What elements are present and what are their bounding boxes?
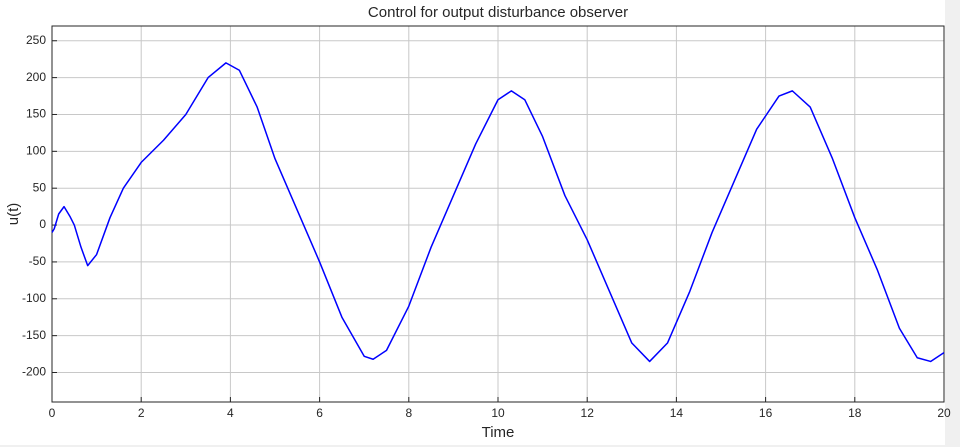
x-tick-label: 12 <box>581 406 595 420</box>
chart-title: Control for output disturbance observer <box>368 4 628 21</box>
x-axis-label: Time <box>482 424 515 441</box>
axes-box <box>51 25 945 403</box>
data-line <box>51 62 945 363</box>
y-tick-label: 100 <box>26 144 46 158</box>
x-tick-label: 10 <box>491 406 505 420</box>
x-tick-label: 8 <box>405 406 412 420</box>
y-tick-label: 200 <box>26 70 46 84</box>
x-tick-label: 0 <box>49 406 56 420</box>
y-tick-label: 250 <box>26 33 46 47</box>
x-tick-label: 16 <box>759 406 773 420</box>
y-tick-label: -200 <box>22 365 46 379</box>
x-tick-label: 6 <box>316 406 323 420</box>
y-axis-label: u(t) <box>5 203 22 226</box>
y-tick-label: 50 <box>33 180 47 194</box>
y-tick-label: -100 <box>22 291 46 305</box>
y-tick-label: -50 <box>29 254 47 268</box>
x-tick-label: 20 <box>937 406 951 420</box>
y-tick-label: 0 <box>39 217 46 231</box>
x-tick-label: 4 <box>227 406 234 420</box>
x-tick-label: 14 <box>670 406 684 420</box>
x-tick-label: 18 <box>848 406 862 420</box>
y-tick-label: -150 <box>22 328 46 342</box>
y-tick-label: 150 <box>26 107 46 121</box>
x-tick-label: 2 <box>138 406 145 420</box>
